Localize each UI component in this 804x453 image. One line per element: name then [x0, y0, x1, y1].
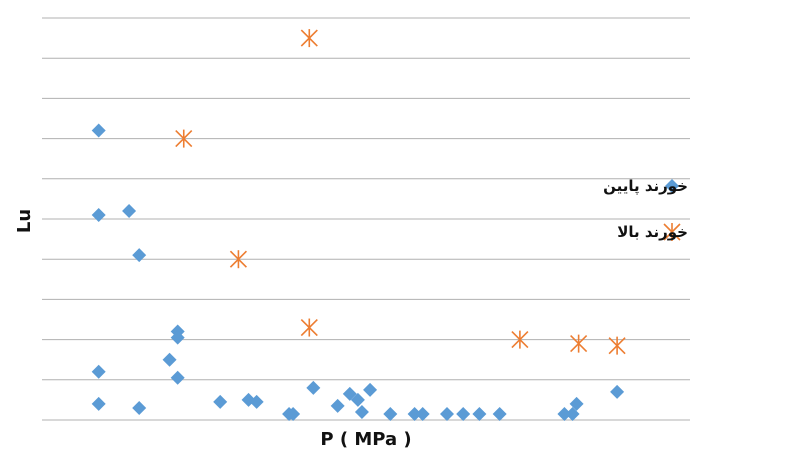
legend-label: خورند پایین	[603, 177, 688, 196]
data-point	[132, 248, 147, 263]
data-point	[342, 386, 357, 401]
data-point	[569, 396, 584, 411]
grid-lines	[42, 17, 690, 421]
data-point	[565, 406, 580, 421]
data-point	[300, 318, 318, 337]
data-point	[456, 406, 471, 421]
data-point	[162, 352, 177, 367]
legend-label: خورند بالا	[617, 223, 688, 241]
data-point	[91, 123, 106, 138]
data-point	[170, 330, 185, 345]
data-points	[91, 29, 626, 421]
data-point	[415, 406, 430, 421]
data-point	[91, 364, 106, 379]
data-point	[472, 406, 487, 421]
data-point	[122, 203, 137, 218]
legend-marker	[663, 223, 681, 241]
data-point	[492, 406, 507, 421]
data-point	[286, 406, 301, 421]
data-point	[610, 384, 625, 399]
data-point	[249, 394, 264, 409]
data-point	[213, 394, 228, 409]
data-point	[354, 404, 369, 419]
data-point	[363, 382, 378, 397]
data-point	[300, 29, 318, 48]
data-point	[608, 336, 626, 355]
data-point	[383, 406, 398, 421]
y-axis-label: Lu	[14, 209, 35, 233]
legend-marker	[665, 179, 679, 193]
data-point	[570, 334, 588, 353]
data-point	[440, 406, 454, 421]
data-point	[407, 406, 422, 421]
data-point	[557, 406, 572, 421]
x-axis-label: P ( MPa )	[320, 429, 411, 450]
legend: خورند پایین خورند بالا	[603, 177, 688, 241]
data-point	[306, 380, 321, 395]
data-point	[175, 129, 193, 148]
data-point	[91, 207, 106, 222]
data-point	[511, 330, 529, 349]
data-point	[330, 398, 345, 413]
data-point	[350, 392, 365, 407]
data-point	[132, 400, 147, 415]
data-point	[91, 396, 106, 411]
data-point	[170, 370, 185, 385]
data-point	[229, 250, 247, 269]
